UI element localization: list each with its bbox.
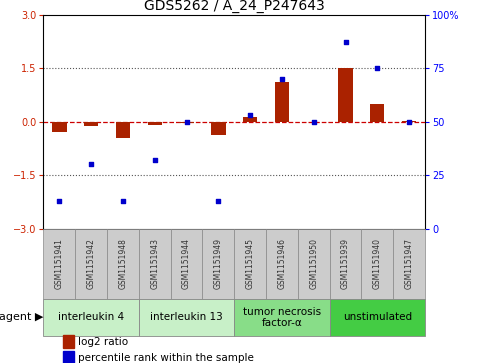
Bar bbox=[107, 229, 139, 298]
Bar bbox=[170, 229, 202, 298]
Bar bbox=[75, 229, 107, 298]
Text: GSM1151944: GSM1151944 bbox=[182, 238, 191, 289]
Point bbox=[214, 198, 222, 204]
Text: unstimulated: unstimulated bbox=[343, 312, 412, 322]
Point bbox=[341, 40, 349, 45]
Text: GSM1151939: GSM1151939 bbox=[341, 238, 350, 289]
Bar bbox=[43, 229, 75, 298]
Bar bbox=[211, 122, 226, 135]
Bar bbox=[52, 122, 67, 132]
Bar bbox=[370, 104, 384, 122]
Text: GSM1151946: GSM1151946 bbox=[277, 238, 286, 289]
Bar bbox=[243, 117, 257, 122]
Bar bbox=[84, 122, 99, 126]
Bar bbox=[234, 298, 330, 336]
Bar bbox=[63, 335, 74, 348]
Bar bbox=[139, 229, 170, 298]
Bar bbox=[63, 351, 74, 363]
Bar bbox=[266, 229, 298, 298]
Text: GSM1151943: GSM1151943 bbox=[150, 238, 159, 289]
Text: tumor necrosis
factor-α: tumor necrosis factor-α bbox=[243, 306, 321, 328]
Bar bbox=[202, 229, 234, 298]
Point bbox=[246, 112, 254, 118]
Text: log2 ratio: log2 ratio bbox=[78, 337, 128, 347]
Bar bbox=[393, 229, 425, 298]
Point bbox=[151, 157, 158, 163]
Bar bbox=[329, 298, 425, 336]
Text: percentile rank within the sample: percentile rank within the sample bbox=[78, 352, 255, 363]
Bar bbox=[275, 82, 289, 122]
Text: GSM1151941: GSM1151941 bbox=[55, 238, 64, 289]
Bar bbox=[139, 298, 234, 336]
Bar bbox=[329, 229, 361, 298]
Text: agent ▶: agent ▶ bbox=[0, 312, 43, 322]
Bar bbox=[43, 298, 139, 336]
Text: GSM1151942: GSM1151942 bbox=[86, 238, 96, 289]
Point bbox=[119, 198, 127, 204]
Point bbox=[278, 76, 286, 82]
Bar bbox=[179, 122, 194, 123]
Text: interleukin 4: interleukin 4 bbox=[58, 312, 124, 322]
Text: GSM1151945: GSM1151945 bbox=[246, 238, 255, 289]
Point bbox=[183, 119, 190, 125]
Text: GSM1151949: GSM1151949 bbox=[214, 238, 223, 289]
Bar bbox=[361, 229, 393, 298]
Bar bbox=[116, 122, 130, 138]
Point bbox=[56, 198, 63, 204]
Text: GSM1151947: GSM1151947 bbox=[405, 238, 413, 289]
Text: GSM1151940: GSM1151940 bbox=[373, 238, 382, 289]
Bar bbox=[402, 121, 416, 122]
Bar bbox=[298, 229, 330, 298]
Point bbox=[87, 162, 95, 167]
Bar bbox=[234, 229, 266, 298]
Bar bbox=[148, 122, 162, 125]
Point bbox=[310, 119, 318, 125]
Point bbox=[405, 119, 413, 125]
Point bbox=[373, 65, 381, 71]
Text: GSM1151950: GSM1151950 bbox=[309, 238, 318, 289]
Bar bbox=[339, 68, 353, 122]
Text: interleukin 13: interleukin 13 bbox=[150, 312, 223, 322]
Title: GDS5262 / A_24_P247643: GDS5262 / A_24_P247643 bbox=[144, 0, 325, 13]
Text: GSM1151948: GSM1151948 bbox=[118, 238, 128, 289]
